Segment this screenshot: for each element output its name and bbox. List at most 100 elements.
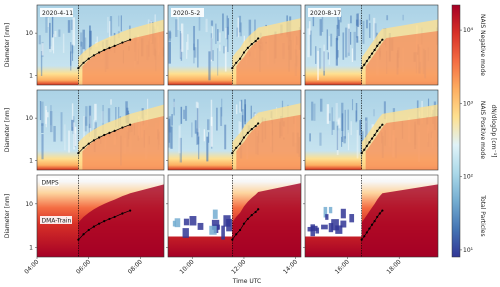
growth-point [129, 209, 132, 212]
heatmap-texture [62, 33, 65, 53]
heatmap-texture [180, 23, 184, 52]
heatmap-texture [169, 32, 172, 39]
heatmap-texture [223, 45, 225, 54]
growth-point [121, 212, 124, 215]
heatmap-panel [168, 5, 301, 85]
heatmap-texture [361, 131, 364, 141]
heatmap-texture [348, 28, 350, 56]
heatmap-texture [336, 130, 339, 156]
heatmap-texture [80, 40, 82, 47]
heatmap-texture [336, 125, 339, 151]
heatmap-texture [328, 36, 330, 65]
heatmap-texture [168, 41, 171, 64]
x-tick-label: 10:00 [178, 258, 195, 275]
growth-point [87, 142, 90, 145]
heatmap-texture [180, 106, 183, 124]
heatmap-texture [40, 51, 43, 76]
heatmap-texture [84, 116, 87, 132]
heatmap-texture [362, 20, 365, 44]
heatmap-texture [353, 31, 356, 61]
heatmap-texture [356, 13, 360, 27]
heatmap-texture [210, 99, 213, 126]
heatmap-texture [350, 31, 352, 45]
heatmap-texture [326, 29, 328, 50]
heatmap-texture [328, 113, 331, 121]
y-tick-label: 1 [29, 73, 33, 80]
heatmap-texture [235, 104, 238, 115]
growth-core [78, 184, 164, 257]
colorbar-tick-label: 10² [463, 174, 474, 181]
growth-point [246, 46, 249, 49]
panel-frame [304, 174, 439, 258]
heatmap-texture [244, 104, 247, 122]
heatmap-texture [53, 125, 56, 142]
panel-frame [304, 89, 439, 171]
heatmap-texture [173, 98, 175, 116]
growth-point [376, 129, 379, 133]
heatmap-texture [219, 44, 221, 52]
heatmap-texture [250, 105, 252, 119]
heatmap-texture [39, 101, 42, 121]
heatmap-texture [41, 123, 44, 133]
heatmap-texture [310, 30, 312, 56]
growth-point [242, 136, 246, 139]
heatmap-texture [212, 209, 218, 219]
heatmap-texture [208, 51, 211, 81]
heatmap-texture [154, 14, 157, 29]
heatmap-texture [174, 218, 181, 228]
heatmap-texture [239, 22, 243, 37]
heatmap-texture [365, 117, 368, 148]
heatmap-texture [71, 103, 74, 127]
growth-point [235, 146, 238, 149]
heatmap-texture [383, 101, 386, 120]
heatmap-texture [88, 105, 92, 129]
heatmap-texture [82, 29, 85, 50]
heatmap-texture [335, 38, 338, 66]
growth-point [250, 128, 253, 131]
heatmap-texture [177, 14, 179, 30]
panel-frame [36, 4, 165, 86]
heatmap-texture [115, 107, 117, 128]
heatmap-texture [210, 116, 213, 147]
heatmap-texture [173, 101, 175, 108]
annotation: DMA-Train [42, 218, 72, 225]
heatmap-texture [179, 31, 182, 59]
heatmap-texture [355, 102, 358, 122]
heatmap-texture [196, 102, 199, 132]
growth-point [373, 48, 376, 52]
panel-frame [36, 89, 165, 171]
heatmap-texture [216, 107, 218, 131]
growth-point [82, 146, 85, 149]
heatmap-texture [321, 224, 328, 230]
heatmap-texture [358, 14, 361, 41]
annotation-box [40, 216, 72, 224]
heatmap-texture [224, 46, 227, 72]
growth-point [368, 56, 371, 59]
heatmap-texture [70, 42, 72, 71]
heatmap-texture [226, 218, 232, 232]
heatmap-panel [168, 175, 301, 257]
heatmap-texture [54, 30, 57, 38]
x-tick-label: 16:00 [334, 258, 351, 275]
heatmap-texture [212, 50, 214, 61]
heatmap-texture [84, 37, 87, 54]
heatmap-texture [108, 21, 111, 45]
growth-core [236, 29, 301, 85]
heatmap-texture [226, 15, 228, 40]
heatmap-texture [310, 225, 318, 231]
growth-point [82, 233, 85, 236]
heatmap-texture [209, 225, 217, 235]
y-axis-label: Diameter [nm] [4, 23, 11, 67]
heatmap-texture [193, 25, 196, 51]
growth-point [121, 126, 124, 129]
colorbar-tick-label: 10⁴ [463, 27, 474, 34]
heatmap-texture [238, 121, 240, 135]
colorbar [451, 4, 461, 258]
growth-point [121, 41, 124, 44]
heatmap-texture [237, 17, 240, 38]
heatmap-texture [72, 44, 74, 61]
heatmap-texture [211, 26, 214, 39]
heatmap-texture [359, 120, 361, 136]
date-label: 2020-5-2 [173, 10, 200, 17]
growth-point [381, 123, 384, 126]
